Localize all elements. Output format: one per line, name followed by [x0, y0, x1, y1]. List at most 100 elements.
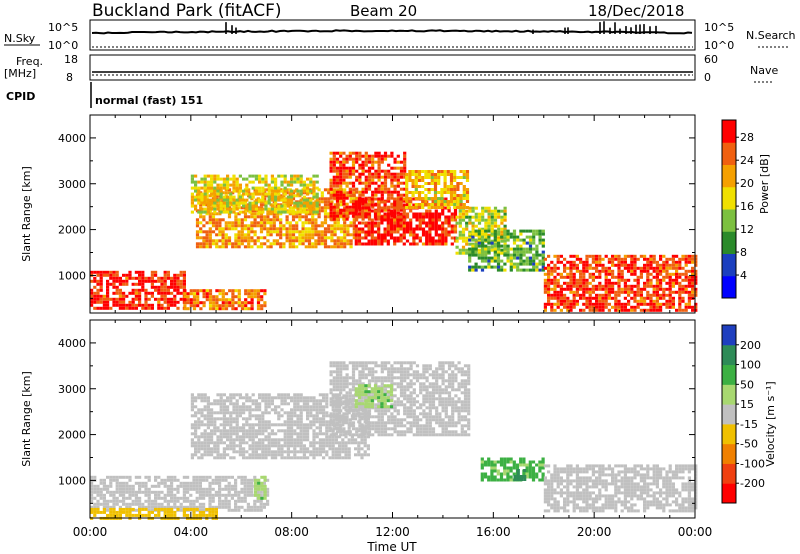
- velocity-cell: [99, 496, 103, 500]
- power-cell: [543, 305, 547, 309]
- power-cell: [665, 299, 669, 303]
- velocity-cell: [246, 487, 250, 491]
- power-cell: [496, 238, 501, 242]
- velocity-cell: [213, 447, 217, 451]
- power-cell: [182, 273, 186, 277]
- power-cell: [280, 195, 284, 199]
- power-cell: [585, 290, 589, 294]
- velocity-cell: [248, 414, 252, 418]
- velocity-cell: [99, 490, 103, 494]
- power-cell: [477, 227, 482, 231]
- power-cell: [386, 242, 390, 246]
- power-cell: [528, 259, 533, 263]
- power-cell: [160, 288, 164, 292]
- power-cell: [222, 201, 226, 205]
- power-cell: [620, 308, 624, 312]
- power-cell: [122, 300, 126, 304]
- power-cell: [374, 193, 378, 197]
- power-cell: [183, 301, 187, 305]
- power-cell: [189, 289, 193, 293]
- velocity-cell: [210, 438, 214, 442]
- power-cell: [623, 263, 627, 267]
- power-cell: [141, 303, 145, 307]
- power-cell: [348, 211, 352, 215]
- velocity-cell: [312, 423, 316, 427]
- power-cell: [575, 263, 579, 267]
- power-cell: [243, 209, 248, 213]
- velocity-cell: [232, 411, 236, 415]
- velocity-cell: [309, 399, 313, 403]
- power-cell: [348, 187, 352, 191]
- power-cell: [411, 170, 415, 173]
- power-cell: [646, 257, 650, 261]
- velocity-cell: [197, 435, 201, 439]
- power-cell: [585, 257, 589, 261]
- power-cell: [449, 170, 454, 173]
- velocity-cell: [322, 411, 326, 415]
- power-cell: [286, 201, 290, 205]
- power-cell: [221, 227, 225, 231]
- power-cell: [389, 224, 394, 228]
- velocity-cell: [112, 475, 116, 479]
- velocity-cell: [173, 505, 177, 509]
- power-cell: [222, 180, 226, 184]
- power-cell: [237, 203, 241, 207]
- power-cell: [342, 196, 346, 200]
- velocity-cell: [230, 493, 234, 497]
- power-cell: [431, 242, 435, 246]
- velocity-cell: [109, 478, 113, 482]
- power-cell: [480, 232, 485, 236]
- power-cell: [643, 263, 647, 267]
- power-cell: [256, 200, 260, 204]
- power-cell: [390, 172, 394, 176]
- velocity-cell: [328, 447, 332, 451]
- power-cell: [694, 308, 698, 312]
- power-cell: [323, 203, 328, 207]
- power-cell: [490, 215, 494, 219]
- velocity-cell: [226, 396, 230, 400]
- velocity-cell: [290, 432, 294, 436]
- power-cell: [563, 299, 567, 303]
- power-cell: [247, 236, 251, 240]
- velocity-cell: [134, 481, 138, 485]
- power-cell: [620, 260, 624, 264]
- power-cell: [166, 303, 170, 307]
- power-cell: [516, 250, 520, 254]
- velocity-cell: [125, 481, 129, 485]
- velocity-data: [90, 361, 698, 520]
- power-cell: [147, 279, 151, 283]
- velocity-cell: [210, 411, 214, 415]
- power-cell: [456, 200, 460, 203]
- power-cell: [389, 230, 394, 234]
- velocity-cell: [264, 393, 268, 397]
- velocity-cell: [147, 490, 151, 494]
- power-cell: [684, 269, 688, 273]
- power-cell: [226, 207, 230, 211]
- velocity-cell: [216, 450, 220, 454]
- power-cell: [585, 266, 589, 270]
- power-cell: [235, 186, 239, 190]
- velocity-cell: [235, 405, 239, 409]
- power-cell: [295, 236, 299, 240]
- power-cell: [210, 198, 214, 202]
- power-cell: [154, 279, 158, 283]
- velocity-cell: [322, 399, 326, 403]
- power-cell: [393, 172, 397, 176]
- velocity-cell: [195, 487, 199, 491]
- velocity-cell: [258, 393, 262, 397]
- power-cell: [195, 230, 200, 234]
- velocity-cell: [235, 417, 239, 421]
- power-cell: [493, 265, 497, 269]
- velocity-cell: [240, 496, 244, 500]
- power-cell: [617, 278, 621, 282]
- power-cell: [572, 266, 576, 270]
- power-cell: [291, 245, 296, 249]
- velocity-cell: [261, 453, 265, 457]
- velocity-cell: [202, 487, 206, 491]
- power-cell: [582, 302, 586, 306]
- power-cell: [118, 300, 122, 304]
- power-cell: [176, 288, 180, 292]
- power-cell: [528, 241, 533, 245]
- velocity-cell: [264, 423, 268, 427]
- power-cell: [199, 227, 203, 231]
